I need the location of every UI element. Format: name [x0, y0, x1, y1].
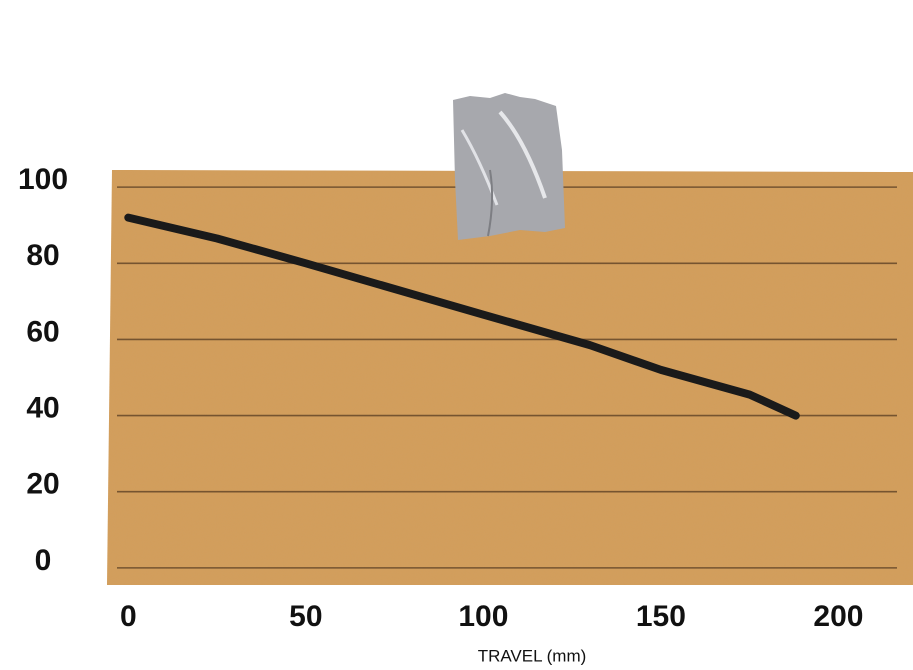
- x-tick-label: 0: [120, 600, 137, 633]
- y-tick-label: 0: [35, 544, 52, 577]
- y-tick-label: 60: [26, 315, 59, 348]
- cardboard-texture: [107, 170, 913, 585]
- x-tick-label: 200: [813, 600, 863, 633]
- y-tick-label: 80: [26, 239, 59, 272]
- x-axis-label: TRAVEL (mm): [478, 646, 587, 665]
- y-tick-label: 100: [18, 163, 68, 196]
- data-line: [124, 213, 800, 420]
- y-tick-label: 20: [26, 468, 59, 501]
- x-tick-label: 100: [458, 600, 508, 633]
- plot-area: [107, 170, 913, 585]
- y-tick-label: 40: [26, 391, 59, 424]
- x-tick-label: 150: [636, 600, 686, 633]
- x-tick-label: 50: [289, 600, 322, 633]
- tape: [453, 93, 565, 240]
